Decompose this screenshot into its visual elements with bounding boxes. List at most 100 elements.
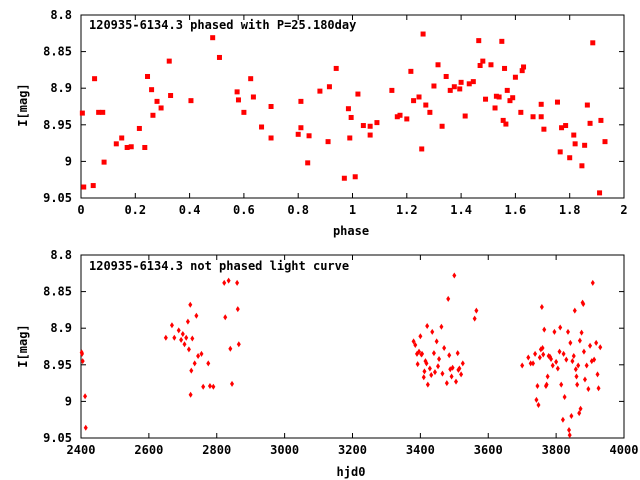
data-point [576, 362, 581, 369]
x-tick-label: 3400 [406, 443, 435, 457]
data-point [325, 139, 331, 145]
data-point [434, 338, 439, 345]
data-point [483, 96, 489, 102]
data-point [142, 144, 148, 150]
data-point [590, 40, 596, 46]
y-axis-label: I[mag] [16, 83, 30, 126]
data-point [188, 98, 194, 104]
data-point [598, 117, 604, 123]
data-point [579, 163, 585, 169]
data-point [223, 314, 228, 321]
data-point [520, 362, 525, 369]
data-point [389, 87, 395, 93]
data-point [235, 97, 241, 103]
data-point [182, 341, 187, 348]
data-point [535, 383, 540, 390]
data-point [450, 364, 455, 371]
data-point [226, 277, 231, 284]
data-point [250, 94, 256, 100]
data-point [521, 64, 527, 70]
data-point [557, 149, 563, 155]
data-point [460, 360, 465, 367]
data-point [449, 373, 454, 380]
data-point [480, 58, 486, 64]
data-point [211, 383, 216, 390]
y-tick-label: 9.05 [43, 191, 72, 205]
data-point [572, 141, 578, 147]
x-tick-label: 1 [349, 203, 356, 217]
x-tick-label: 2 [620, 203, 627, 217]
y-tick-label: 9.05 [43, 431, 72, 445]
data-point [457, 86, 463, 92]
data-point [394, 114, 400, 120]
data-point [503, 121, 509, 127]
data-point [474, 307, 479, 314]
data-point [241, 109, 247, 115]
data-point [549, 355, 554, 362]
data-point [248, 76, 254, 82]
data-point [420, 31, 426, 37]
x-tick-label: 4000 [610, 443, 639, 457]
data-point [571, 353, 576, 360]
data-point [476, 38, 482, 44]
data-point [457, 365, 462, 372]
data-point [559, 125, 565, 131]
x-tick-label: 0 [77, 203, 84, 217]
data-point [555, 365, 560, 372]
data-point [188, 301, 193, 308]
data-point [563, 123, 569, 129]
data-point [149, 87, 155, 93]
data-point [92, 76, 98, 82]
data-point [496, 94, 502, 100]
data-point [538, 114, 544, 120]
y-axis-label: I[mag] [16, 324, 30, 367]
data-point [488, 62, 494, 68]
data-point [185, 318, 190, 325]
data-point [216, 54, 222, 60]
data-point [268, 135, 274, 141]
data-point [194, 312, 199, 319]
data-point [176, 327, 181, 334]
data-point [206, 360, 211, 367]
data-point [180, 331, 185, 338]
data-point [574, 373, 579, 380]
x-axis-label: hjd0 [337, 465, 366, 479]
data-point [422, 368, 427, 375]
data-point [236, 341, 241, 348]
data-point [444, 380, 449, 387]
data-point [408, 68, 414, 74]
data-point [83, 424, 88, 431]
data-point [564, 356, 569, 363]
x-tick-label: 2400 [67, 443, 96, 457]
data-point [569, 413, 574, 420]
data-point [581, 348, 586, 355]
data-point [596, 385, 601, 392]
data-point [201, 383, 206, 390]
data-point [586, 385, 591, 392]
data-point [499, 38, 505, 44]
data-point [531, 360, 536, 367]
data-point [538, 101, 544, 107]
data-point [541, 351, 546, 358]
data-point [462, 113, 468, 119]
x-tick-label: 1.8 [559, 203, 581, 217]
unphased-light-curve-panel: 120935-6134.3 not phased light curve hjd… [16, 248, 638, 479]
data-point [235, 306, 240, 313]
data-point [439, 323, 444, 330]
data-point [199, 350, 204, 357]
data-point [404, 116, 410, 122]
x-tick-label: 1.4 [450, 203, 472, 217]
data-point [119, 135, 125, 141]
data-point [533, 350, 538, 357]
data-point [101, 159, 107, 165]
data-point [581, 301, 586, 308]
y-tick-label: 8.95 [43, 118, 72, 132]
data-point [447, 87, 453, 93]
data-point [470, 79, 476, 85]
data-point [458, 79, 464, 85]
data-point [222, 279, 227, 286]
data-point [113, 141, 119, 147]
data-point [559, 381, 564, 388]
x-axis-label: phase [333, 224, 369, 238]
data-point [424, 360, 429, 367]
